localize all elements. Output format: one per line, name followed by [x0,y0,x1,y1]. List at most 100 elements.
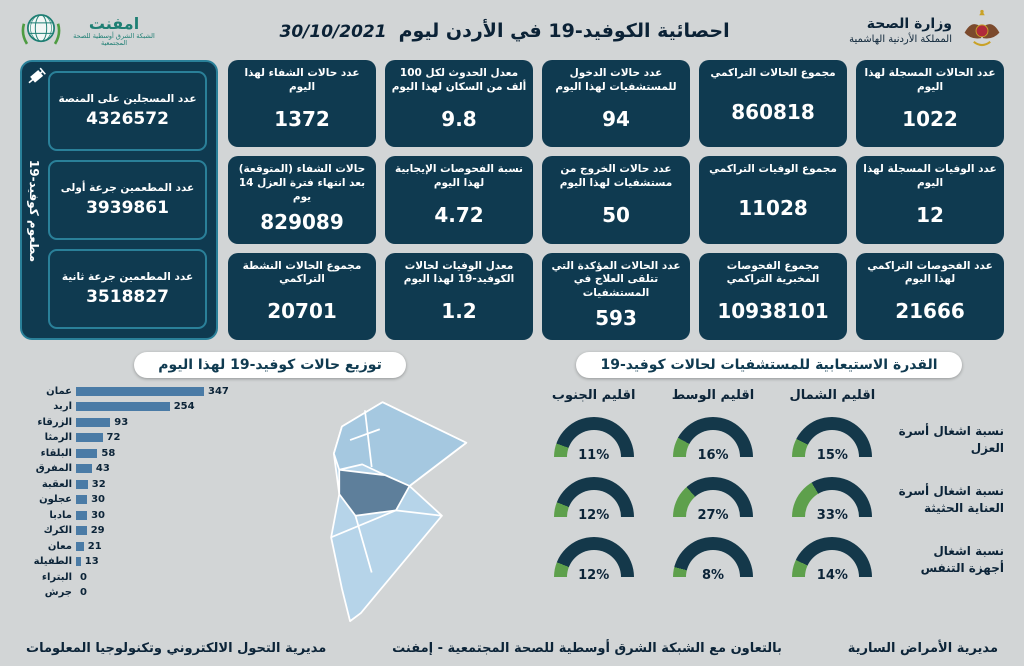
bar [76,402,170,411]
gauge-value: 12% [578,568,610,583]
bar-value: 58 [101,447,116,459]
page-title: احصائية الكوفيد-19 في الأردن ليوم [398,20,730,42]
stat-card: مجموع الوفيات التراكمي 11028 [699,156,847,244]
bar-row: الرمثا 72 [20,432,270,443]
bar-row: عجلون 30 [20,494,270,505]
bar-value: 254 [173,401,195,412]
gauge-cell: 12% [534,477,653,523]
stat-card: معدل الحدوث لكل 100 ألف من السكان لهذا ا… [385,60,533,148]
gauge [553,417,634,457]
stat-card: عدد حالات الدخول للمستشفيات لهذا اليوم 94 [542,60,690,148]
gauge [792,417,873,457]
stat-value: 1372 [274,106,330,131]
stat-card: عدد الحالات المسجلة لهذا اليوم 1022 [856,60,1004,148]
title-block: احصائية الكوفيد-19 في الأردن ليوم 30/10/… [280,20,730,42]
stat-value: 9.8 [441,106,477,131]
stat-value: 50 [602,203,630,228]
stat-card: معدل الوفيات لحالات الكوفيد-19 لهذا اليو… [385,252,533,340]
bar-value: 72 [106,432,121,443]
bar [76,495,88,504]
stat-label: حالات الشفاء (المتوقعة) بعد انتهاء فترة … [238,163,366,203]
bar-value: 43 [95,463,110,474]
network-logo-block: امفنت الشبكة الشرق أوسطية للصحة المجتمعي… [20,8,160,54]
stat-value: 4.72 [434,203,484,228]
bar [76,417,111,427]
capacity-title: القدرة الاستيعابية للمستشفيات لحالات كوف… [576,352,962,378]
stat-label: عدد الحالات المؤكدة التي تتلقى العلاج في… [551,259,681,299]
gauge [673,417,754,457]
jordan-map [272,386,520,636]
globe-logo-icon [20,8,62,54]
region-header: اقليم الجنوب [551,388,636,403]
vaccine-card-label: عدد المسجلين على المنصة [58,93,197,106]
bar-row: معان 21 [20,541,270,552]
vaccine-card-value: 3939861 [86,197,169,218]
gauge-cell: 12% [534,537,653,583]
bar [76,448,98,458]
stat-value: 11028 [738,196,808,221]
bar-label: الطفيلة [33,556,72,567]
stat-card: مجموع الفحوصات المخبرية التراكمي 10938101 [699,252,847,340]
bar-row: الطفيلة 13 [20,556,270,567]
bar-value: 29 [90,525,105,536]
bar-label: البلقاء [40,447,72,459]
stat-card: نسبة الفحوصات الإيجابية لهذا اليوم 4.72 [385,156,533,244]
stat-value: 860818 [731,99,815,124]
stat-value: 829089 [260,209,344,234]
vaccine-card: عدد المطعمين جرعة ثانية 3518827 [48,249,207,329]
gauge-row-label: نسبة اشغال أسرة العناية الحثيثة [898,484,1004,515]
gauge-row-label: نسبة اشغال أجهزة التنفس [920,544,1004,575]
stat-value: 10938101 [717,299,829,324]
stat-value: 21666 [895,299,965,324]
stat-label: نسبة الفحوصات الإيجابية لهذا اليوم [395,163,523,189]
network-name: امفنت [88,14,140,34]
stat-label: مجموع الوفيات التراكمي [709,163,837,176]
ministry-text: وزارة الصحة المملكة الأردنية الهاشمية [849,16,952,46]
bar-row: الكرك 29 [20,525,270,536]
gauge-cell: 14% [773,537,892,583]
bar-label: المفرق [35,463,72,474]
stat-label: عدد الفحوصات التراكمي لهذا اليوم [867,259,993,286]
bar-label: عجلون [39,494,72,505]
bar-label: مادبا [49,509,72,521]
gauge-cell: 27% [653,477,772,523]
stat-label: عدد الحالات المسجلة لهذا اليوم [864,67,996,93]
footer-center: بالتعاون مع الشبكة الشرق أوسطية للصحة ال… [392,641,782,656]
bar-value: 30 [91,494,105,505]
ministry-block: وزارة الصحة المملكة الأردنية الهاشمية [849,7,1004,55]
bar-value: 30 [91,509,105,521]
bar-label: الكرك [43,525,72,536]
vaccine-card-label: عدد المطعمين جرعة ثانية [61,271,194,284]
bar [76,386,204,396]
bar-row: المفرق 43 [20,463,270,474]
bar-label: العقبة [41,478,72,490]
stat-label: معدل الوفيات لحالات الكوفيد-19 لهذا اليو… [403,259,515,286]
bar [76,557,81,566]
bar [76,510,88,520]
region-header: اقليم الشمال [789,388,876,403]
bar-value: 0 [80,587,87,598]
stats-grid: عدد الحالات المسجلة لهذا اليوم 1022 مجموع … [228,60,1004,340]
gauge-cell: 16% [653,417,772,463]
stat-card: عدد الفحوصات التراكمي لهذا اليوم 21666 [856,252,1004,340]
bar-row: البلقاء 58 [20,447,270,459]
vaccine-card-label: عدد المطعمين جرعة أولى [60,182,195,195]
vaccine-card: عدد المسجلين على المنصة 4326572 [48,71,207,151]
bar-value: 13 [84,556,99,567]
gauge-value: 14% [816,568,848,583]
stat-value: 20701 [267,299,337,324]
network-text: امفنت الشبكة الشرق أوسطية للصحة المجتمعي… [68,15,160,47]
gauge-value: 16% [697,448,729,463]
stat-value: 1.2 [441,299,477,324]
vaccine-side-label: مطعوم كوفيد-19 [27,159,41,263]
gauge-value: 27% [697,508,729,523]
stat-card: عدد حالات الخروج من مستشفيات لهذا اليوم 5… [542,156,690,244]
stat-card: عدد الحالات المؤكدة التي تتلقى العلاج في… [542,252,690,340]
syringe-icon [25,64,49,92]
gauge [673,537,754,577]
gauge [553,537,634,577]
stat-value: 94 [602,106,630,131]
bar [76,526,87,535]
bar-label: البتراء [41,571,72,583]
bar-label: عمان [46,385,72,397]
